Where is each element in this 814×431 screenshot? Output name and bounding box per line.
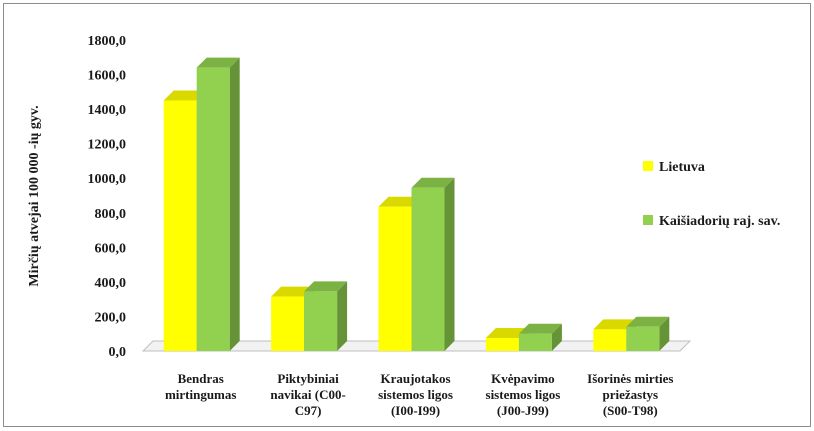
bar	[518, 333, 552, 351]
y-tick-label: 200,0	[95, 310, 127, 325]
bar-top	[304, 281, 348, 292]
bar-top	[271, 286, 315, 297]
bar	[196, 67, 230, 352]
bar-top	[626, 316, 670, 327]
bar	[271, 296, 305, 351]
y-tick-label: 800,0	[95, 207, 127, 222]
y-tick-label: 1800,0	[88, 34, 127, 49]
x-tick-label: Kvėpavimo sistemos ligos (J00-J99)	[486, 371, 561, 418]
legend-label: Lietuva	[659, 160, 705, 175]
bar-side	[659, 316, 670, 351]
bar-top	[378, 196, 422, 207]
bar	[411, 187, 445, 351]
bar	[378, 206, 412, 351]
bar-top	[518, 323, 562, 334]
bar-side	[337, 281, 348, 351]
bar-top	[485, 328, 529, 339]
bar	[163, 100, 197, 351]
bar-side	[551, 323, 562, 351]
y-tick-label: 1000,0	[88, 172, 127, 187]
x-tick-label: Išorinės mirties priežastys (S00-T98)	[587, 371, 673, 418]
bar-top	[163, 90, 207, 101]
y-tick-label: 600,0	[95, 241, 127, 256]
x-tick-label: Bendras mirtingumas	[165, 371, 237, 402]
bar	[485, 338, 519, 351]
legend-swatch	[643, 161, 653, 171]
x-tick-label: Piktybiniai navikai (C00-C97)	[270, 371, 345, 418]
legend-swatch	[643, 215, 653, 225]
bar-top	[196, 57, 240, 68]
bar	[626, 326, 660, 351]
bar	[593, 329, 627, 351]
legend-label: Kaišiadorių raj. sav.	[659, 214, 780, 229]
y-tick-label: 400,0	[95, 276, 127, 291]
bar-top	[411, 177, 455, 188]
y-tick-label: 1200,0	[88, 138, 127, 153]
y-tick-label: 0,0	[109, 345, 127, 360]
y-tick-label: 1400,0	[88, 103, 127, 118]
bar-top	[593, 319, 637, 330]
bar	[304, 291, 338, 351]
bar-side	[444, 177, 455, 351]
bar-side	[229, 57, 240, 352]
y-tick-label: 1600,0	[88, 69, 127, 84]
x-tick-label: Kraujotakos sistemos ligos (I00-I99)	[378, 371, 453, 418]
y-axis-label: Mirčių atvejai 100 000 -ių gyv.	[27, 105, 42, 286]
